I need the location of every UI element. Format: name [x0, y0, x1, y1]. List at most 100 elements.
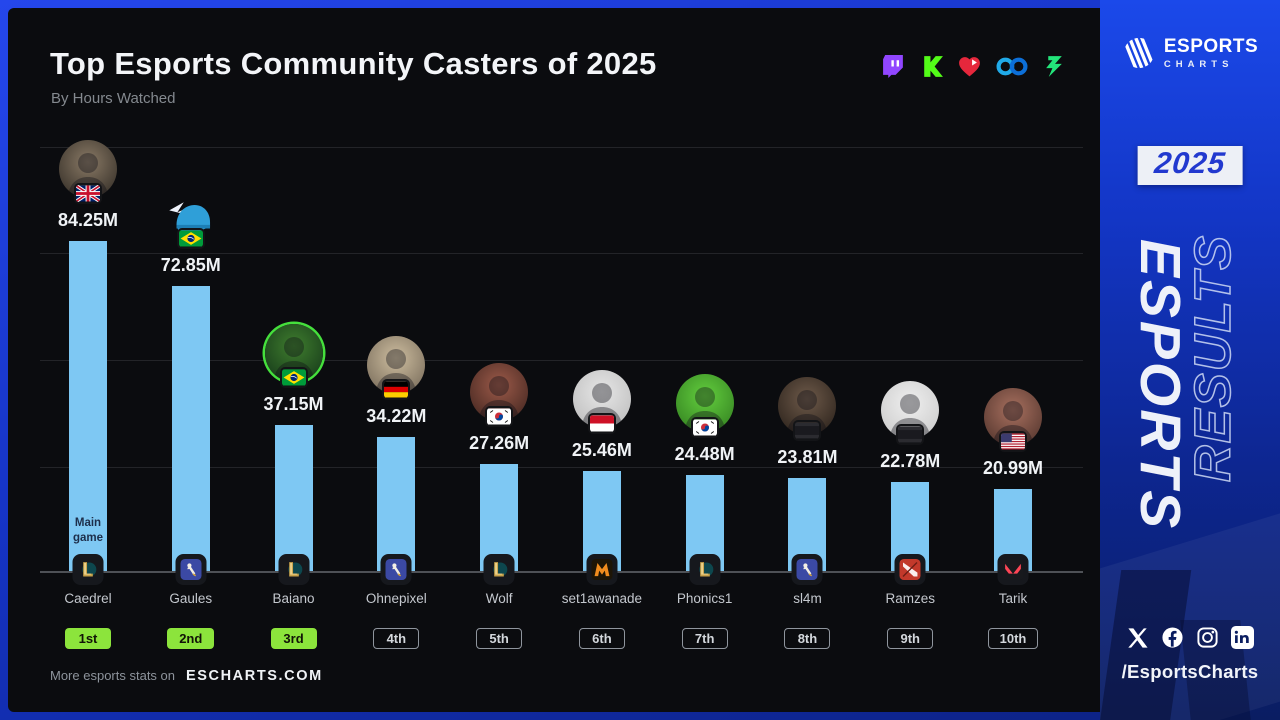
year-badge: 2025 — [1137, 146, 1243, 185]
caster-avatar-wrap — [881, 381, 940, 445]
esports-charts-logo-icon — [1122, 36, 1155, 70]
counter-strike-2-icon — [796, 559, 818, 580]
rank-badge: 8th — [784, 628, 831, 649]
rank-badge: 5th — [476, 628, 523, 649]
rank-badge-wrap: 4th — [344, 628, 448, 649]
flag-united-kingdom — [76, 185, 100, 202]
caster-avatar-wrap — [161, 185, 220, 249]
caster-value-label: 20.99M — [982, 458, 1044, 478]
heart-play-icon — [959, 57, 980, 77]
caster-value-label: 27.26M — [469, 433, 530, 453]
social-facebook-button[interactable] — [1161, 626, 1184, 649]
brand-name-charts: CHARTS — [1163, 58, 1234, 70]
caster-name: Wolf — [485, 591, 513, 606]
caster-bar — [171, 286, 210, 571]
caster-name: Ramzes — [885, 591, 935, 606]
caster-name: Tarik — [998, 591, 1028, 606]
social-linkedin-button[interactable] — [1231, 626, 1254, 649]
platform-heart-play — [957, 54, 982, 79]
chart-panel: Top Esports Community Casters of 2025 By… — [8, 8, 1100, 712]
gaules-helmet-logo — [169, 202, 210, 231]
country-flag-icon — [999, 431, 1028, 452]
game-chip — [791, 554, 823, 585]
instagram-icon[interactable] — [1196, 626, 1219, 649]
social-handle: /EsportsCharts — [1121, 661, 1259, 682]
country-flag-icon — [382, 379, 411, 400]
caster-avatar — [572, 370, 631, 428]
chzzk-bolt-icon — [1046, 56, 1062, 77]
caster-avatar-wrap — [984, 388, 1043, 452]
caster-value-label: 72.85M — [160, 255, 221, 275]
game-chip — [586, 554, 618, 585]
rank-badge: 3rd — [270, 628, 317, 649]
valorant-icon — [1002, 559, 1024, 580]
country-flag-icon — [485, 406, 514, 427]
rank-badge-wrap: 9th — [858, 628, 962, 649]
rank-badge-wrap: 8th — [755, 628, 859, 649]
flag-brazil — [281, 369, 306, 386]
caster-value-label: 22.78M — [880, 451, 941, 471]
x-twitter-icon[interactable] — [1126, 626, 1149, 649]
country-flag-icon — [74, 183, 102, 204]
caster-avatar-wrap — [778, 377, 837, 441]
flag-united-states — [1001, 433, 1026, 450]
caster-stack: 84.25M Main game — [36, 140, 140, 571]
platform-chzzk-bolt — [1042, 54, 1067, 79]
kick-icon — [924, 56, 943, 77]
counter-strike-2-icon — [180, 559, 202, 580]
social-instagram-button[interactable] — [1196, 626, 1219, 649]
platform-soop-infinity — [995, 54, 1029, 79]
rank-badge-wrap: 3rd — [242, 628, 346, 649]
brand-sidebar: ESPORTS CHARTS 2025 ESPORTS RESULTS /Esp… — [1100, 0, 1280, 720]
caster-name: Caedrel — [64, 591, 112, 606]
facebook-icon[interactable] — [1161, 626, 1184, 649]
caster-column-baiano: 37.15M Baiano 3rd — [242, 8, 346, 712]
caster-column-gaules: 72.85M Gaules 2nd — [139, 8, 243, 712]
game-chip — [689, 554, 721, 585]
year-label: 2025 — [1152, 147, 1228, 180]
caster-stack: 25.46M — [550, 370, 654, 571]
escharts-site-link[interactable]: ESCHARTS.COM — [186, 668, 323, 684]
league-of-legends-icon — [493, 562, 508, 577]
caster-column-caedrel: 84.25M Main game Caedrel 1st — [36, 8, 140, 712]
linkedin-icon[interactable] — [1231, 626, 1254, 649]
caster-column-ramzes: 22.78M Ramzes 9th — [858, 8, 962, 712]
caster-stack: 37.15M — [242, 324, 346, 571]
rank-badge: 10th — [987, 628, 1039, 649]
country-flag-icon — [793, 420, 822, 441]
flag-hidden-blurred — [898, 426, 923, 443]
flag-south-korea — [487, 408, 512, 425]
caster-stack: 23.81M — [755, 377, 859, 571]
caster-column-tarik: 20.99M Tarik 10th — [961, 8, 1065, 712]
caster-name: Baiano — [272, 591, 315, 606]
caster-name: Gaules — [169, 591, 213, 606]
caster-column-phonics1: 24.48M Phonics1 7th — [653, 8, 757, 712]
game-chip — [278, 554, 310, 585]
caster-bar: Main game — [69, 241, 107, 571]
twitch-icon — [883, 55, 903, 78]
platform-kick — [919, 54, 944, 79]
social-x-button[interactable] — [1126, 626, 1149, 649]
caster-value-label: 37.15M — [263, 394, 324, 414]
footer-note-text: More esports stats on — [50, 668, 175, 683]
dota-2-icon — [899, 559, 921, 580]
game-chip — [72, 554, 104, 585]
league-of-legends-icon — [287, 562, 302, 577]
mobile-legends-icon — [591, 559, 613, 580]
caster-name: sl4m — [793, 591, 822, 606]
rank-badge-wrap: 7th — [653, 628, 757, 649]
caster-value-label: 84.25M — [57, 210, 119, 230]
caster-column-sl4m: 23.81M sl4m 8th — [755, 8, 859, 712]
game-chip — [894, 554, 926, 585]
caster-avatar-wrap — [59, 140, 117, 204]
counter-strike-2-icon — [385, 559, 407, 580]
vertical-text-results: RESULTS — [1183, 233, 1242, 483]
caster-value-label: 25.46M — [571, 440, 632, 460]
caster-avatar-wrap — [470, 363, 529, 427]
social-icons-row — [1100, 626, 1280, 649]
country-flag-icon — [690, 417, 719, 438]
country-flag-icon — [587, 413, 616, 434]
caster-column-wolf: 27.26M Wolf 5th — [447, 8, 551, 712]
caster-column-set1awanade: 25.46M set1awanade 6th — [550, 8, 654, 712]
